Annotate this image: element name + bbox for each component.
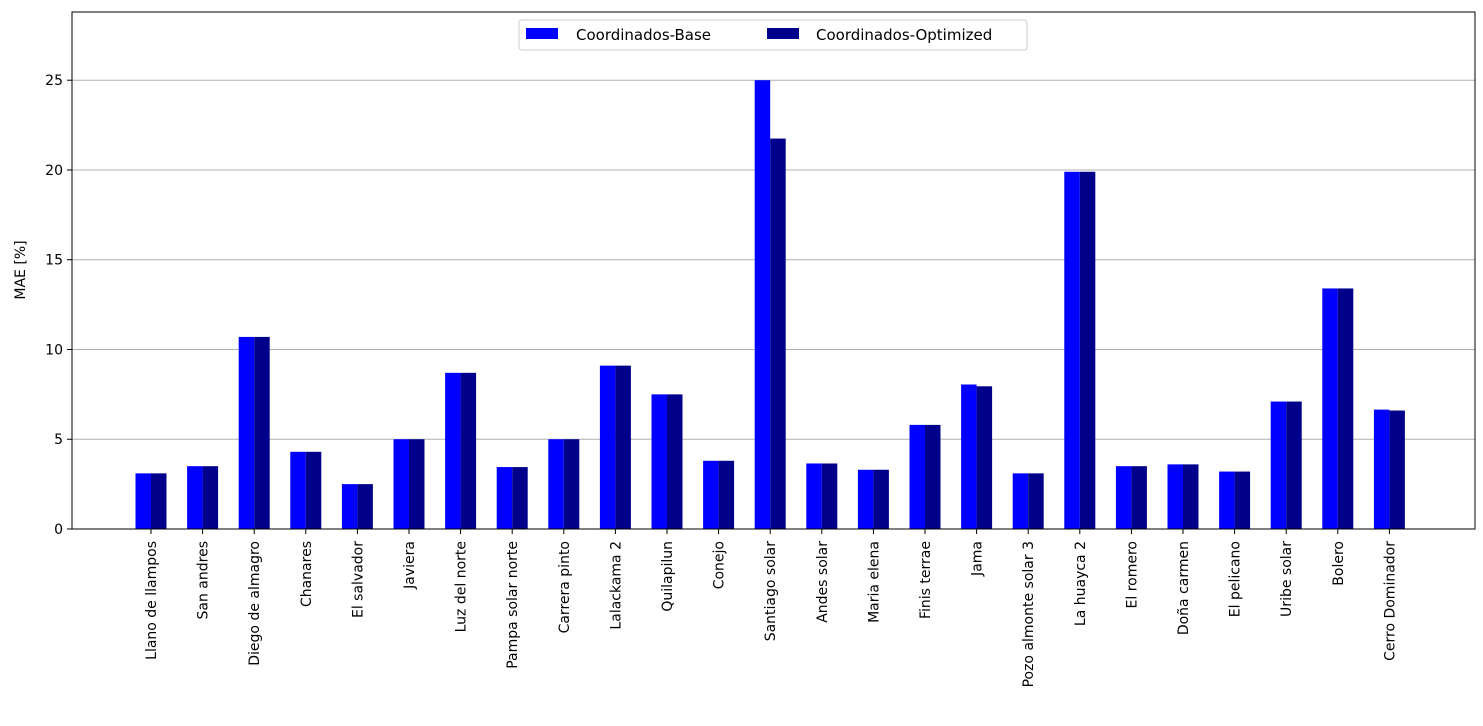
x-tick-label: Bolero bbox=[1331, 541, 1347, 586]
bar-optimized bbox=[1389, 410, 1405, 529]
x-tick-label: Jama bbox=[970, 541, 986, 577]
bar-base bbox=[548, 439, 564, 529]
legend: Coordinados-Base Coordinados-Optimized bbox=[518, 19, 1028, 51]
x-tick-label: El romero bbox=[1124, 541, 1140, 608]
bar-optimized bbox=[873, 469, 889, 529]
bar-base bbox=[1012, 473, 1029, 529]
bar-base bbox=[496, 467, 513, 529]
bar-base bbox=[651, 394, 667, 529]
bar-base bbox=[393, 439, 409, 529]
bar-optimized bbox=[615, 365, 631, 529]
bar-base bbox=[1270, 401, 1287, 529]
x-tick-label: Finis terrae bbox=[918, 541, 934, 619]
bar-optimized bbox=[254, 336, 270, 529]
bar-optimized bbox=[357, 484, 373, 529]
bar-optimized bbox=[151, 473, 167, 529]
x-tick-label: Lalackama 2 bbox=[608, 541, 624, 630]
legend-swatch bbox=[526, 28, 558, 39]
bar-optimized bbox=[821, 463, 838, 529]
bar-optimized bbox=[1183, 464, 1199, 529]
x-tick-label: Doña carmen bbox=[1176, 541, 1192, 635]
x-tick-label: Carrera pinto bbox=[557, 541, 573, 633]
bar-base bbox=[857, 469, 874, 529]
plot-frame bbox=[71, 11, 1476, 530]
x-tick-label: Pozo almonte solar 3 bbox=[1021, 541, 1037, 687]
x-tick-label: Uribe solar bbox=[1279, 541, 1295, 617]
y-tick-label: 5 bbox=[54, 432, 63, 448]
bar-optimized bbox=[512, 467, 528, 529]
bar-optimized bbox=[976, 386, 993, 529]
x-tick-label: San andres bbox=[196, 541, 212, 619]
x-axis: Llano de llampos San andres Diego de almag… bbox=[144, 529, 1398, 687]
bar-base bbox=[290, 451, 306, 529]
bar-base bbox=[1167, 464, 1183, 529]
bar-optimized bbox=[409, 439, 425, 529]
bar-base bbox=[1115, 466, 1132, 529]
legend-swatch bbox=[767, 28, 799, 39]
bar-base bbox=[754, 80, 771, 530]
bar-base bbox=[238, 336, 255, 529]
x-tick-label: El pelicano bbox=[1228, 541, 1244, 617]
x-tick-label: La huayca 2 bbox=[1073, 541, 1089, 626]
x-tick-label: Quilapilun bbox=[660, 541, 676, 612]
bar-base bbox=[1064, 171, 1080, 529]
bar-optimized bbox=[305, 451, 322, 529]
bar-base bbox=[806, 463, 822, 529]
bar-optimized bbox=[1028, 473, 1044, 529]
bar-base bbox=[599, 365, 616, 529]
bar-base bbox=[187, 466, 203, 529]
x-tick-label: Cerro Dominador bbox=[1382, 541, 1398, 661]
x-tick-label: Llano de llampos bbox=[144, 541, 160, 660]
bar-base bbox=[135, 473, 151, 529]
legend-label: Coordinados-Base bbox=[576, 26, 711, 44]
bar-base bbox=[1373, 409, 1390, 529]
bar-optimized bbox=[1079, 171, 1096, 529]
bar-optimized bbox=[1337, 288, 1354, 529]
bar-base bbox=[1219, 471, 1235, 529]
y-tick-label: 0 bbox=[54, 522, 63, 538]
y-tick-label: 15 bbox=[45, 253, 63, 269]
x-tick-label: Pampa solar norte bbox=[505, 541, 521, 669]
bar-base bbox=[1322, 288, 1338, 529]
bar-optimized bbox=[460, 372, 477, 529]
bar-base bbox=[341, 484, 358, 529]
bar-optimized bbox=[202, 466, 219, 529]
bar-base bbox=[909, 424, 925, 529]
bar-base bbox=[703, 460, 719, 529]
bar-optimized bbox=[1286, 401, 1302, 529]
bar-optimized bbox=[667, 394, 683, 529]
x-tick-label: Javiera bbox=[402, 541, 418, 590]
bar-base bbox=[445, 372, 461, 529]
x-tick-label: Maria elena bbox=[866, 541, 882, 623]
bar-optimized bbox=[563, 439, 580, 529]
y-tick-label: 25 bbox=[45, 73, 63, 89]
x-tick-label: El salvador bbox=[350, 541, 366, 618]
bars-layer bbox=[135, 80, 1405, 530]
bar-base bbox=[961, 384, 977, 529]
bar-optimized bbox=[718, 460, 735, 529]
y-axis: 0 5 10 15 20 25 bbox=[45, 73, 72, 538]
x-tick-label: Santiago solar bbox=[763, 541, 779, 642]
x-tick-label: Luz del norte bbox=[454, 541, 470, 632]
bar-optimized bbox=[1234, 471, 1251, 529]
legend-label: Coordinados-Optimized bbox=[816, 26, 992, 44]
y-axis-label: MAE [%] bbox=[13, 240, 29, 299]
y-tick-label: 20 bbox=[45, 163, 63, 179]
bar-optimized bbox=[925, 424, 941, 529]
x-tick-label: Chanares bbox=[299, 541, 315, 607]
x-tick-label: Conejo bbox=[712, 541, 728, 589]
y-tick-label: 10 bbox=[45, 342, 63, 358]
bar-optimized bbox=[770, 138, 786, 529]
bar-optimized bbox=[1131, 466, 1147, 529]
x-tick-label: Diego de almagro bbox=[247, 541, 263, 666]
x-tick-label: Andes solar bbox=[815, 541, 831, 623]
